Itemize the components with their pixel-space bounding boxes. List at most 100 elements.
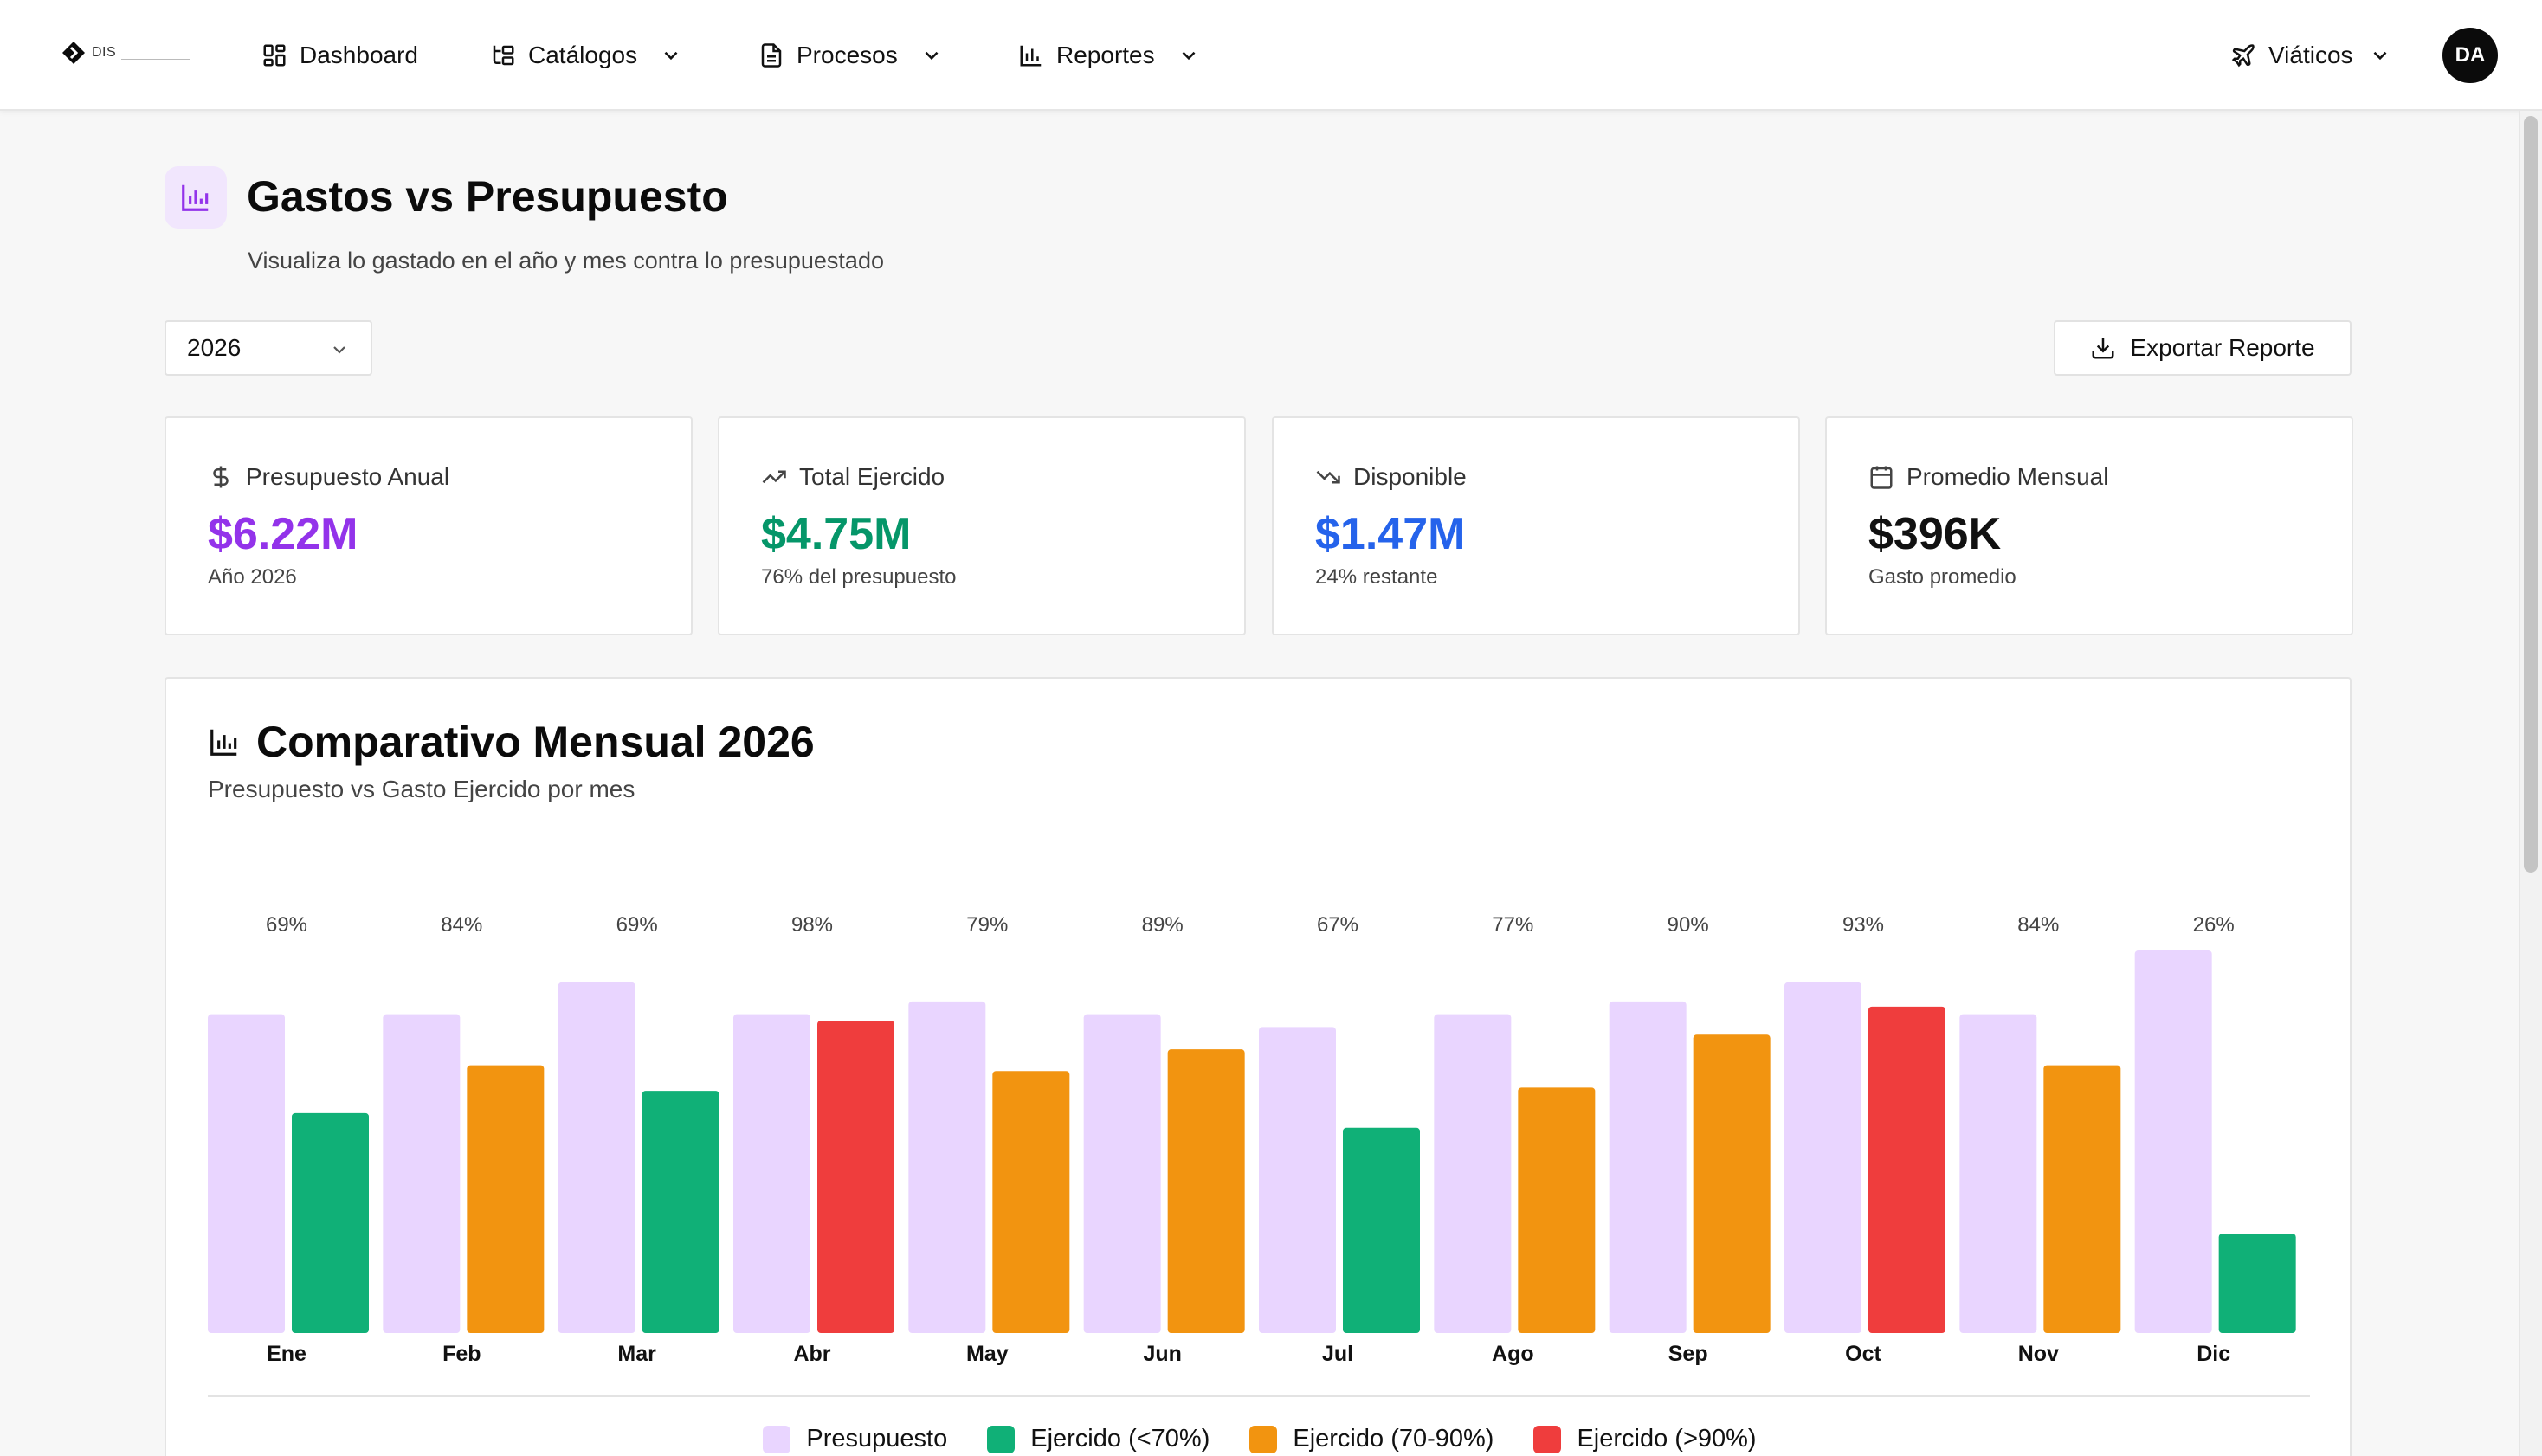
chart-title: Comparativo Mensual 2026 — [256, 718, 815, 766]
year-select-value: 2026 — [187, 334, 242, 361]
chevron-down-icon — [1182, 51, 1196, 61]
percent-label: 67% — [1317, 913, 1358, 937]
chevron-down-icon — [925, 51, 939, 61]
bar-ejercido-may[interactable] — [992, 1071, 1070, 1333]
stat-label-row: Disponible — [1315, 463, 1467, 491]
bar-presupuesto-mar[interactable] — [558, 982, 636, 1333]
stat-label-row: Presupuesto Anual — [208, 463, 449, 491]
chart-legend: Presupuesto Ejercido (<70%) Ejercido (70-9… — [166, 1425, 2353, 1453]
module-selector[interactable]: Viáticos — [2230, 35, 2391, 76]
legend-label: Ejercido (>90%) — [1577, 1425, 1757, 1453]
stat-card-disponible: Disponible $1.47M 24% restante — [1272, 416, 1800, 635]
bar-presupuesto-may[interactable] — [908, 1001, 986, 1333]
dashboard-icon — [263, 44, 286, 67]
stat-label: Total Ejercido — [799, 463, 945, 490]
stat-value: $396K — [1868, 509, 2002, 559]
legend-item[interactable]: Presupuesto — [763, 1425, 947, 1453]
stat-note: Gasto promedio — [1868, 565, 2016, 589]
x-tick-label: Jun — [1143, 1342, 1181, 1366]
document-icon — [761, 43, 782, 68]
app-logo[interactable]: DIS — [61, 40, 191, 66]
percent-label: 77% — [1492, 913, 1533, 937]
bar-ejercido-feb[interactable] — [467, 1065, 545, 1333]
nav-catalogos[interactable]: Catálogos — [490, 35, 682, 76]
legend-item[interactable]: Ejercido (70-90%) — [1249, 1425, 1494, 1453]
x-tick-label: Ene — [267, 1342, 306, 1366]
chart-divider — [208, 1395, 2310, 1397]
bar-ejercido-jun[interactable] — [1167, 1049, 1245, 1333]
stat-value: $6.22M — [208, 509, 358, 559]
bar-presupuesto-jun[interactable] — [1083, 1014, 1161, 1333]
x-tick-label: Jul — [1322, 1342, 1353, 1366]
x-tick-label: Oct — [1845, 1342, 1881, 1366]
page-subtitle: Visualiza lo gastado en el año y mes con… — [248, 248, 884, 274]
stat-card-total-ejercido: Total Ejercido $4.75M 76% del presupuest… — [718, 416, 1246, 635]
bar-presupuesto-ene[interactable] — [208, 1014, 285, 1333]
stat-note: 76% del presupuesto — [761, 565, 957, 589]
stat-card-promedio: Promedio Mensual $396K Gasto promedio — [1825, 416, 2353, 635]
bar-presupuesto-jul[interactable] — [1259, 1027, 1336, 1333]
bar-ejercido-abr[interactable] — [817, 1021, 894, 1333]
page-title: Gastos vs Presupuesto — [247, 172, 728, 221]
chevron-down-icon — [333, 346, 345, 354]
bar-ejercido-dic[interactable] — [2218, 1234, 2296, 1333]
chart-panel: Comparativo Mensual 2026 Presupuesto vs … — [165, 677, 2352, 1456]
x-tick-label: Feb — [442, 1342, 481, 1366]
bar-ejercido-mar[interactable] — [642, 1091, 719, 1333]
percent-label: 90% — [1668, 913, 1709, 937]
stat-note: 24% restante — [1315, 565, 1438, 589]
bar-ejercido-nov[interactable] — [2043, 1065, 2121, 1333]
legend-item[interactable]: Ejercido (<70%) — [987, 1425, 1210, 1453]
scrollbar-thumb[interactable] — [2524, 116, 2538, 873]
stat-value: $1.47M — [1315, 509, 1466, 559]
legend-item[interactable]: Ejercido (>90%) — [1533, 1425, 1757, 1453]
bar-ejercido-ene[interactable] — [292, 1112, 369, 1333]
logo-divider — [121, 58, 191, 60]
bar-chart-icon — [210, 729, 237, 756]
nav-catalogos-label: Catálogos — [528, 42, 638, 68]
x-tick-label: May — [966, 1342, 1009, 1366]
bar-presupuesto-sep[interactable] — [1609, 1001, 1687, 1333]
nav-dashboard[interactable]: Dashboard — [261, 35, 418, 76]
bar-presupuesto-feb[interactable] — [383, 1014, 461, 1333]
nav-reportes[interactable]: Reportes — [1018, 35, 1200, 76]
x-tick-label: Nov — [2018, 1342, 2059, 1366]
percent-label: 69% — [616, 913, 658, 937]
dollar-icon — [213, 466, 229, 488]
bar-ejercido-jul[interactable] — [1343, 1127, 1420, 1333]
x-tick-label: Mar — [617, 1342, 656, 1366]
x-tick-label: Abr — [793, 1342, 830, 1366]
bar-ejercido-oct[interactable] — [1868, 1006, 1945, 1333]
stat-label: Promedio Mensual — [1906, 463, 2109, 490]
legend-swatch — [1533, 1425, 1562, 1453]
module-label: Viáticos — [2268, 42, 2353, 68]
percent-label: 84% — [441, 913, 482, 937]
user-avatar[interactable]: DA — [2442, 28, 2498, 83]
legend-swatch — [763, 1425, 791, 1453]
nav-procesos[interactable]: Procesos — [758, 35, 943, 76]
percent-label: 93% — [1842, 913, 1884, 937]
stat-value: $4.75M — [761, 509, 912, 559]
trending-down-icon — [1316, 470, 1340, 484]
percent-label: 98% — [791, 913, 833, 937]
nav-dashboard-label: Dashboard — [300, 42, 418, 68]
legend-label: Presupuesto — [806, 1425, 948, 1453]
bar-chart-icon — [182, 184, 209, 211]
bar-ejercido-sep[interactable] — [1693, 1034, 1771, 1333]
bar-presupuesto-dic[interactable] — [2134, 950, 2212, 1333]
year-select[interactable]: 2026 — [165, 320, 372, 376]
x-tick-label: Dic — [2197, 1342, 2230, 1366]
bar-chart-icon — [1020, 45, 1042, 67]
percent-label: 26% — [2193, 913, 2235, 937]
export-report-button[interactable]: Exportar Reporte — [2054, 320, 2352, 376]
legend-label: Ejercido (70-90%) — [1293, 1425, 1494, 1453]
calendar-icon — [1870, 466, 1893, 489]
bar-presupuesto-nov[interactable] — [1959, 1014, 2037, 1333]
bar-ejercido-ago[interactable] — [1518, 1087, 1596, 1333]
percent-label: 89% — [1142, 913, 1184, 937]
chart-subtitle: Presupuesto vs Gasto Ejercido por mes — [208, 776, 636, 802]
stat-label-row: Promedio Mensual — [1868, 463, 2108, 491]
bar-presupuesto-oct[interactable] — [1784, 982, 1861, 1333]
bar-presupuesto-ago[interactable] — [1434, 1014, 1512, 1333]
bar-presupuesto-abr[interactable] — [733, 1014, 810, 1333]
